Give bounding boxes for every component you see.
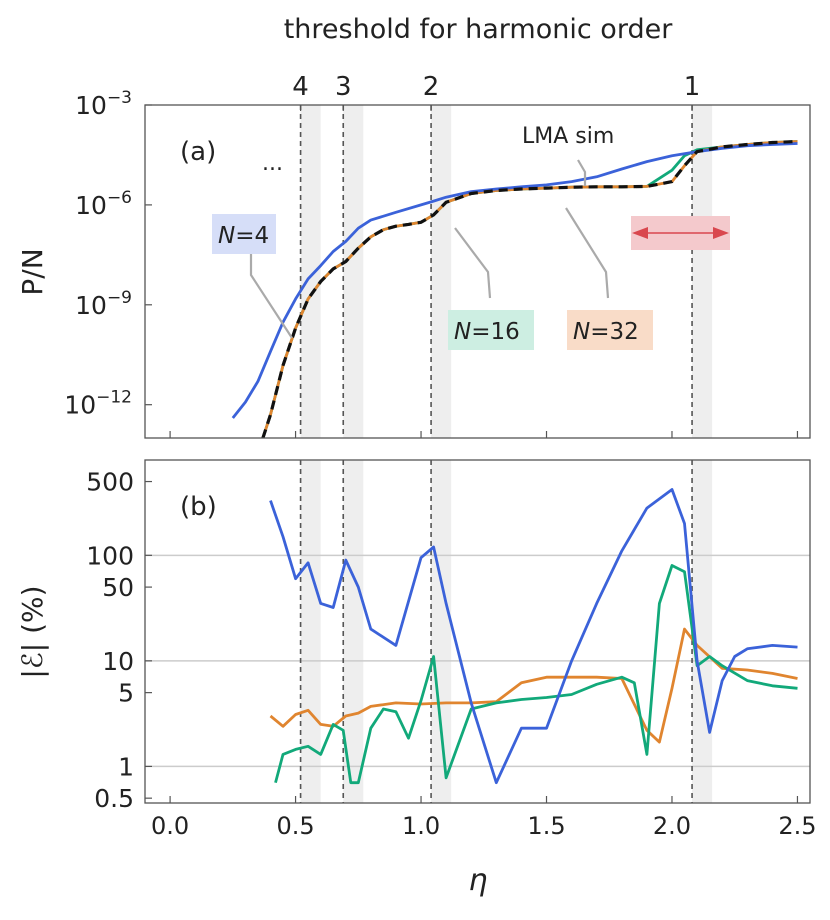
n32-label: N=32 xyxy=(573,319,639,345)
y-tick-label-b-6: 500 xyxy=(86,468,134,497)
panel-b-label: (b) xyxy=(180,492,217,522)
y-tick-label-b-3: 10 xyxy=(102,647,134,676)
n32-pointer xyxy=(565,207,610,299)
x-tick-label-5: 2.5 xyxy=(778,812,816,840)
y-tick-label-a-3: 10−3 xyxy=(75,88,132,120)
shaded-band-a-1 xyxy=(343,105,364,438)
y-tick-label-a-2: 10−6 xyxy=(75,188,132,220)
y-tick-label-b-4: 50 xyxy=(102,573,134,602)
y-tick-label-b-0: 0.5 xyxy=(94,784,134,813)
top-axis-title: threshold for harmonic order xyxy=(284,14,673,45)
n16-box xyxy=(448,310,534,350)
lma-label: LMA sim xyxy=(522,124,614,149)
series-a-N4 xyxy=(231,142,798,419)
shaded-band-a-0 xyxy=(300,105,321,438)
shaded-band-a-3 xyxy=(692,105,713,438)
y-tick-label-b-1: 1 xyxy=(118,752,134,781)
annotations: LMA sim N=4 N=16 N=32 xyxy=(212,124,730,350)
lma-pointer xyxy=(577,159,587,186)
gridlines xyxy=(145,554,810,768)
x-tick-label-4: 2.0 xyxy=(653,812,691,840)
x-axis-label: η xyxy=(468,863,487,898)
panel-a-frame xyxy=(144,104,811,439)
n16-pointer xyxy=(454,227,492,299)
n16-label: N=16 xyxy=(454,319,520,345)
range-arrow-left-head xyxy=(632,227,648,239)
y-tick-label-a-1: 10−9 xyxy=(75,288,132,320)
range-arrow-right-head xyxy=(713,227,729,239)
top-tick-label-2: 2 xyxy=(423,72,440,102)
series-b-N4 xyxy=(269,488,798,785)
x-tick-label-0: 0.0 xyxy=(151,812,189,840)
x-tick-label-2: 1.0 xyxy=(402,812,440,840)
shaded-band-b-2 xyxy=(431,460,452,803)
axis-ticks xyxy=(145,104,799,803)
top-tick-label-3: 1 xyxy=(684,72,701,102)
panel-b-frame xyxy=(144,459,811,804)
data-curves xyxy=(231,139,798,785)
y-tick-label-b-2: 5 xyxy=(118,679,134,708)
series-b-N16 xyxy=(274,564,798,785)
n32-box xyxy=(567,310,653,350)
y-tick-label-b-5: 100 xyxy=(86,541,134,570)
n4-label: N=4 xyxy=(218,223,269,249)
series-a-LMA xyxy=(261,139,798,439)
series-b-N32 xyxy=(269,627,798,744)
panel-a-ylabel: P/N xyxy=(16,248,49,295)
panel-b-ylabel: |ℰ| (%) xyxy=(16,585,49,678)
x-tick-label-3: 1.5 xyxy=(527,812,565,840)
threshold-bands xyxy=(300,105,713,803)
panel-a-label: (a) xyxy=(180,137,216,167)
n4-box xyxy=(212,214,276,254)
shaded-band-b-1 xyxy=(343,460,364,803)
y-tick-label-a-0: 10−12 xyxy=(64,388,132,420)
shaded-band-a-2 xyxy=(431,105,452,438)
n4-pointer xyxy=(249,252,293,339)
tick-labels: 4 3 2 1 0.0 0.5 1.0 1.5 2.0 2.5 10−12 10−9 10−6 10−3 0… xyxy=(64,72,816,840)
x-tick-label-1: 0.5 xyxy=(276,812,314,840)
ellipsis-mark: ... xyxy=(262,151,283,176)
top-tick-label-0: 4 xyxy=(292,72,309,102)
top-tick-label-1: 3 xyxy=(335,72,352,102)
